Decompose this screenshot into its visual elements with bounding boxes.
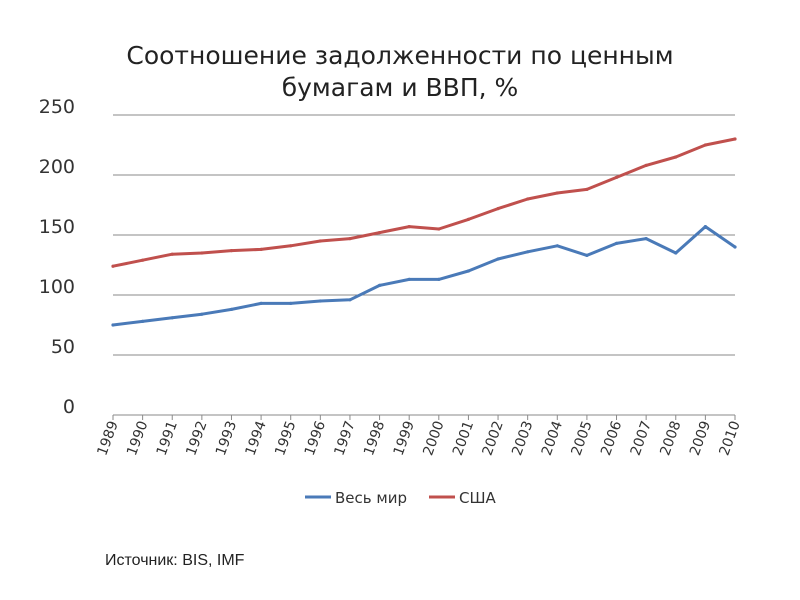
x-tick-label: 1999 (391, 419, 418, 458)
data-point (496, 207, 500, 211)
data-point (555, 244, 559, 248)
x-tick-label: 2003 (509, 419, 536, 458)
data-point (585, 187, 589, 191)
data-point (141, 258, 145, 262)
x-tick-label: 1995 (272, 419, 299, 458)
x-tick-label: 1993 (213, 419, 240, 458)
data-point (466, 269, 471, 273)
data-point (407, 277, 411, 281)
data-point (259, 247, 263, 251)
x-tick-label: 2005 (568, 419, 595, 458)
data-point (733, 245, 737, 249)
data-point (703, 143, 707, 147)
y-tick-label: 50 (51, 336, 75, 358)
data-point (111, 323, 115, 327)
data-point (496, 257, 500, 261)
source-note: Источник: BIS, IMF (105, 552, 245, 569)
data-point (644, 237, 648, 241)
data-point (229, 249, 234, 253)
data-point (733, 137, 737, 141)
data-point (170, 316, 174, 320)
data-point (674, 251, 678, 255)
x-axis: 1989 1990 1991 1992 1993 1994 1995 1996 1997 1998… (95, 414, 744, 458)
legend-label: США (459, 489, 497, 507)
data-point (229, 307, 234, 311)
data-point (526, 197, 530, 201)
data-point (170, 252, 174, 256)
x-tick-label: 1998 (361, 419, 388, 458)
data-point (318, 239, 322, 243)
series-line-0 (111, 225, 737, 327)
legend: Весь мир США (305, 489, 497, 507)
y-tick-label: 200 (39, 156, 75, 178)
data-point (318, 299, 322, 303)
x-tick-label: 2008 (657, 419, 684, 458)
x-tick-label: 2002 (480, 419, 507, 458)
data-point (585, 253, 589, 257)
data-point (555, 191, 559, 195)
x-tick-label: 2009 (687, 419, 714, 458)
y-tick-label: 150 (39, 216, 75, 238)
data-point (614, 241, 619, 245)
data-point (614, 175, 619, 179)
x-tick-label: 2007 (628, 419, 655, 458)
data-point (437, 277, 441, 281)
data-point (200, 312, 204, 316)
gridlines (113, 114, 735, 416)
x-tick-label: 2004 (539, 419, 566, 458)
data-point (348, 298, 352, 302)
y-tick-label: 100 (39, 276, 75, 298)
data-point (289, 244, 293, 248)
x-tick-label: 1991 (154, 419, 181, 458)
x-tick-label: 1996 (302, 419, 329, 458)
x-tick-label: 2010 (717, 419, 744, 458)
data-point (200, 251, 204, 255)
y-axis: 0 50 100 150 200 250 (39, 96, 75, 418)
x-tick-label: 1997 (331, 419, 358, 458)
data-point (703, 225, 707, 229)
series-lines (111, 137, 737, 327)
data-point (466, 217, 471, 221)
x-tick-label: 2000 (420, 419, 447, 458)
x-tick-label: 2006 (598, 419, 625, 458)
data-point (674, 155, 678, 159)
chart-title: Соотношение задолженности по ценным бума… (126, 41, 674, 102)
x-tick-label: 1994 (243, 419, 270, 458)
x-tick-label: 2001 (450, 419, 477, 458)
data-point (348, 237, 352, 241)
data-point (141, 319, 145, 323)
data-point (526, 250, 530, 254)
y-tick-label: 250 (39, 96, 75, 118)
data-point (377, 231, 382, 235)
series-line-1 (111, 137, 737, 268)
data-point (437, 227, 441, 231)
y-tick-label: 0 (63, 396, 75, 418)
data-point (289, 301, 293, 305)
legend-label: Весь мир (335, 489, 407, 507)
x-tick-label: 1992 (183, 419, 210, 458)
data-point (407, 225, 411, 229)
data-point (259, 301, 263, 305)
data-point (644, 163, 648, 167)
data-point (377, 283, 382, 287)
x-tick-label: 1990 (124, 419, 151, 458)
x-tick-label: 1989 (95, 419, 122, 458)
data-point (111, 264, 115, 268)
